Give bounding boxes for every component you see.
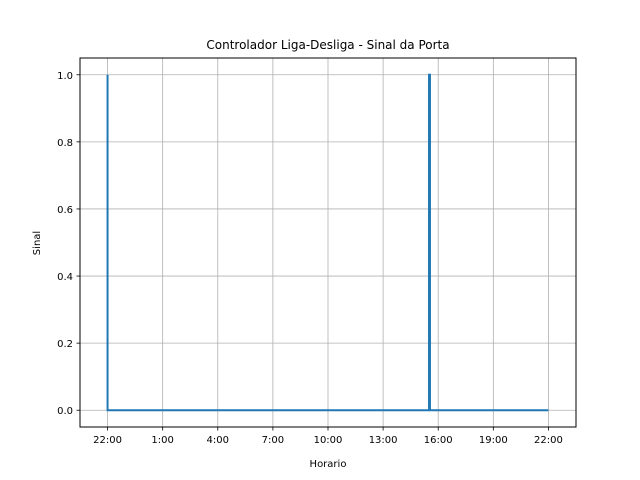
- x-axis: 22:00 1:00 4:00 7:00 10:00 13:00 16:00 19:00 22:…: [93, 427, 563, 446]
- x-tick-label: 16:00: [424, 435, 453, 446]
- x-tick-label: 19:00: [479, 435, 508, 446]
- y-tick-label: 0.4: [57, 272, 73, 283]
- grid: [80, 58, 576, 427]
- x-tick-label: 22:00: [93, 435, 122, 446]
- y-tick-label: 0.6: [57, 205, 73, 216]
- x-tick-label: 13:00: [369, 435, 398, 446]
- y-axis: 0.0 0.2 0.4 0.6 0.8 1.0: [57, 71, 80, 417]
- y-tick-label: 0.8: [57, 138, 73, 149]
- x-axis-label: Horario: [310, 459, 347, 470]
- x-tick-label: 4:00: [207, 435, 229, 446]
- x-tick-label: 22:00: [534, 435, 563, 446]
- y-tick-label: 0.2: [57, 339, 73, 350]
- y-axis-label: Sinal: [32, 231, 43, 255]
- series-line: [106, 73, 549, 412]
- y-tick-label: 0.0: [57, 406, 73, 417]
- x-tick-label: 7:00: [262, 435, 284, 446]
- x-tick-label: 10:00: [314, 435, 343, 446]
- y-tick-label: 1.0: [57, 71, 73, 82]
- chart-title: Controlador Liga-Desliga - Sinal da Port…: [206, 38, 449, 52]
- series-layer: [106, 73, 549, 412]
- x-tick-label: 1:00: [151, 435, 173, 446]
